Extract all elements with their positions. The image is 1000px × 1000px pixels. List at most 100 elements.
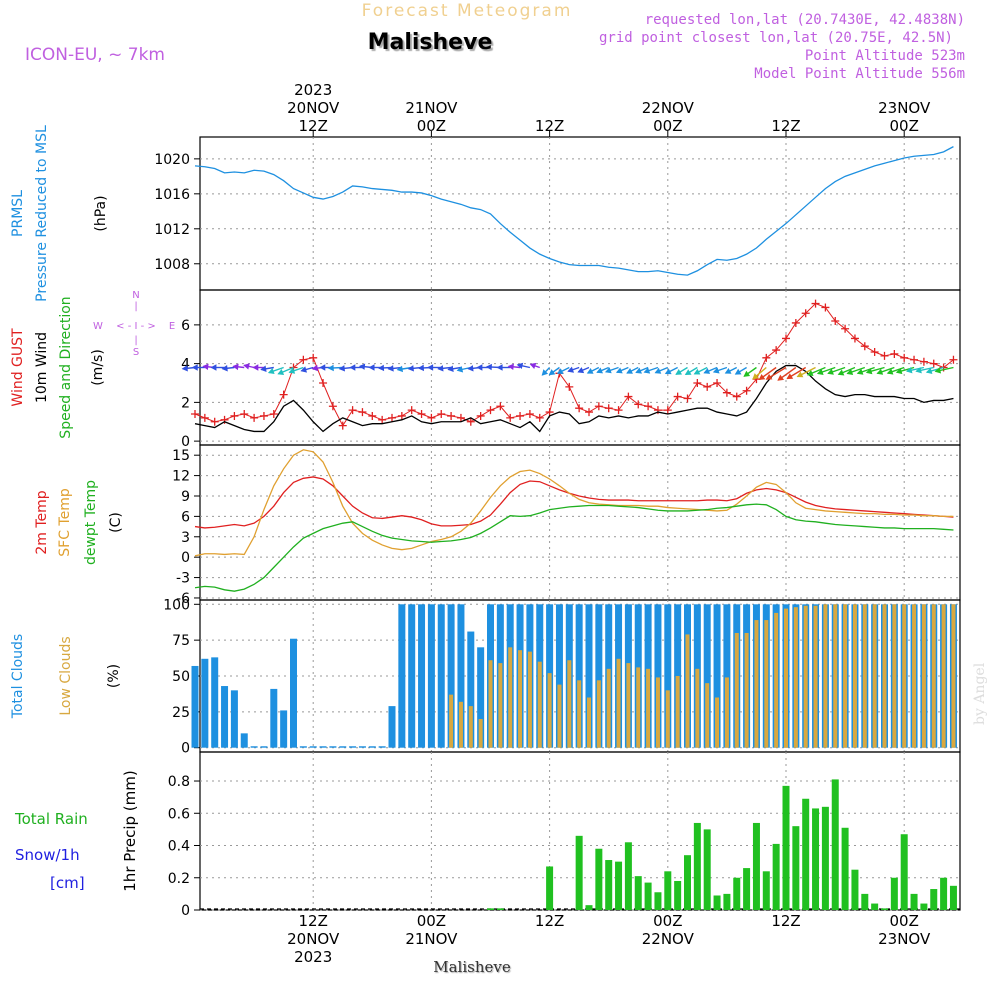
time-label-top: 20NOV [287, 99, 340, 117]
low-cloud-bar [793, 607, 798, 748]
total-cloud-bar [398, 604, 406, 748]
gust-marker [230, 411, 239, 420]
compass-w: W [93, 321, 103, 332]
low-cloud-bar [655, 677, 660, 748]
panel-label: 2m Temp [34, 490, 50, 554]
total-cloud-bar [250, 746, 258, 748]
y-tick-label: 1020 [154, 152, 190, 168]
gust-marker [279, 390, 288, 399]
total-cloud-bar [388, 706, 396, 748]
wind-arrow-head [181, 365, 188, 372]
gust-marker [417, 410, 426, 418]
legend-total-rain: Total Rain [14, 810, 88, 828]
legend-snow: Snow/1h [15, 846, 80, 864]
gust-marker [427, 413, 436, 422]
wind-arrow-head [529, 362, 537, 370]
total-cloud-bar [270, 688, 278, 748]
total-cloud-bar [427, 604, 435, 748]
total-cloud-bar [329, 746, 337, 748]
panel-label: PRMSL [10, 190, 26, 237]
requested-coords: requested lon,lat (20.7430E, 42.4838N) [645, 12, 965, 28]
wind-arrow-head [827, 368, 834, 375]
time-label-top: 21NOV [405, 99, 458, 117]
y-tick-label: 75 [172, 633, 190, 649]
gust-marker [545, 408, 554, 417]
low-cloud-bar [941, 604, 946, 748]
y-tick-label: 12 [172, 469, 190, 485]
gust-marker [663, 406, 672, 415]
wind-arrow-head [456, 366, 464, 373]
y-tick-label: 100 [163, 597, 190, 613]
wind-arrow-head [596, 367, 603, 374]
wind-arrow-head [886, 368, 894, 375]
rain-bar [920, 903, 928, 910]
low-cloud-bar [577, 680, 582, 748]
panel-label: (%) [106, 664, 122, 688]
gust-marker [811, 299, 820, 308]
rain-bar [674, 880, 682, 910]
wind-arrow-head [865, 368, 873, 375]
rain-bar [812, 808, 820, 910]
y-tick-label: 4 [181, 357, 190, 373]
y-tick-label: 1012 [154, 222, 190, 238]
time-label-top: 2023 [294, 81, 332, 99]
compass-s: S [133, 347, 139, 358]
wind-arrow-head [837, 369, 845, 376]
wind-arrow-head [507, 363, 514, 371]
total-cloud-bar [467, 631, 475, 748]
time-label-top: 12Z [535, 117, 564, 135]
rain-bar [831, 779, 839, 910]
gust-marker [378, 415, 387, 424]
low-cloud-bar [626, 663, 631, 748]
rain-bar [733, 877, 741, 910]
low-cloud-bar [754, 620, 759, 748]
time-label-bottom: 12Z [771, 912, 800, 930]
wind-arrow-head [338, 365, 345, 372]
wind-arrow-head [635, 367, 642, 374]
low-cloud-bar [695, 668, 700, 748]
gust-marker [919, 357, 928, 366]
panel-label: 10m Wind [34, 332, 50, 403]
wind-arrow-head [816, 368, 824, 375]
gust-marker [348, 406, 357, 415]
wind-arrow-head [267, 367, 275, 375]
total-cloud-bar [280, 710, 288, 748]
time-label-top: 23NOV [878, 99, 931, 117]
wind-arrow-head [586, 368, 594, 374]
rain-bar [585, 905, 593, 910]
wind-arrow-head [693, 368, 701, 375]
rain-bar [743, 868, 751, 910]
gust-marker [703, 382, 712, 391]
wind-arrow-head [327, 364, 334, 372]
y-tick-label: 1016 [154, 187, 190, 203]
gust-marker [772, 346, 781, 355]
gust-marker [437, 410, 446, 418]
low-cloud-bar [468, 706, 473, 748]
gust-marker [259, 411, 268, 420]
total-cloud-bar [575, 604, 583, 748]
low-cloud-bar [902, 604, 907, 748]
compass-cross: < - I - > [116, 321, 156, 332]
low-cloud-bar [587, 697, 591, 748]
wind-arrow-head [252, 364, 259, 371]
low-cloud-bar [784, 608, 788, 748]
y-tick-label: 0 [181, 903, 190, 919]
gust-marker [476, 411, 485, 420]
low-cloud-bar [665, 690, 670, 748]
low-cloud-bar [616, 658, 621, 748]
time-label-bottom: 00Z [417, 912, 446, 930]
wind-arrow-head [516, 362, 524, 370]
total-cloud-bar [211, 657, 219, 748]
wind-arrow-head [368, 364, 375, 371]
y-tick-label: -3 [176, 571, 190, 587]
wind-arrow-head [934, 367, 942, 374]
total-cloud-bar [260, 746, 268, 748]
wind-arrow-head [856, 368, 864, 375]
y-tick-label: 0.6 [168, 806, 190, 822]
gust-marker [683, 394, 692, 403]
panel-label: Wind GUST [10, 328, 26, 407]
gust-line [194, 302, 954, 427]
total-cloud-bar [477, 647, 485, 748]
model-label: ICON-EU, ~ 7km [25, 45, 165, 65]
low-cloud-bar [852, 604, 857, 748]
